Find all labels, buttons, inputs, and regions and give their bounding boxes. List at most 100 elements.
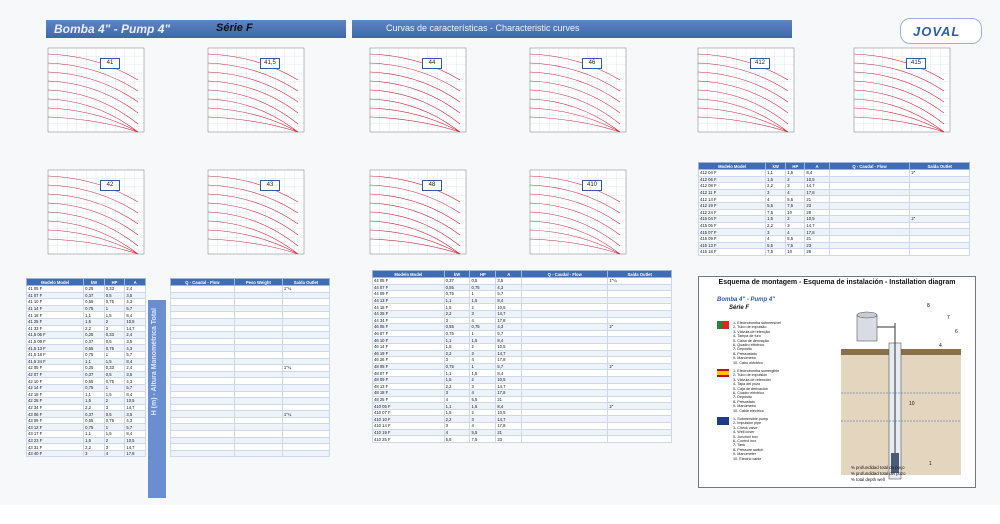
table-cell: 4: [469, 389, 497, 397]
table-cell: 10,5: [804, 215, 830, 223]
table-row: 44 18 F 1,5 2 10,5: [372, 303, 672, 311]
table-cell: 5,5: [785, 234, 806, 243]
col-kw: kW: [765, 162, 787, 170]
table-cell: 0,25: [83, 331, 105, 339]
svg-text:4: 4: [939, 343, 942, 349]
table-cell: 1,5: [103, 390, 126, 399]
legend-item: 3- Check valve: [733, 425, 758, 430]
table-cell: 0,75: [443, 362, 471, 371]
performance-curve: [207, 116, 299, 133]
legend-item: 10- Electric cable: [733, 456, 762, 461]
table-cell: 2: [469, 303, 497, 311]
table-cell: 4: [469, 422, 497, 430]
table-cell: [281, 416, 331, 425]
table-cell: [281, 317, 331, 326]
table-cell: [909, 201, 970, 210]
table-cell: 46 05 F: [372, 323, 445, 331]
table-cell: 4,3: [124, 344, 146, 352]
table-cell: 1: [103, 423, 126, 432]
performance-curve: [369, 62, 461, 92]
table-cell: 410 10 F: [372, 415, 445, 424]
table-cell: 0,55: [83, 298, 105, 306]
legend-en: 1- Submersible pump 2- Impulsion pipe 3- C…: [717, 417, 837, 461]
table-row: [170, 350, 331, 359]
flow-table-left: Q - Caudal - Flow Peso Weight Saída Outlet…: [170, 278, 331, 458]
table-cell: 1,5: [469, 336, 497, 344]
table-cell: 415 09 F: [697, 234, 767, 243]
table-cell: 42 07 F: [25, 370, 85, 379]
legend-item: 1- Submersible pump: [733, 417, 769, 421]
table-cell: [233, 390, 283, 399]
table-cell: [281, 350, 331, 359]
legend-item: 2- Impulsion pipe: [733, 421, 762, 426]
table-cell: 7,5: [469, 435, 497, 443]
table-cell: 1,5: [785, 169, 806, 177]
table-cell: 8,4: [495, 336, 523, 344]
table-cell: 4,3: [124, 416, 146, 425]
table-cell: 0,75: [103, 344, 126, 352]
table-row: 48 09 F 1,5 2 10,5: [372, 375, 672, 384]
table-cell: 5,7: [124, 304, 146, 313]
footnote-es: % profundidad total del pozo: [851, 471, 906, 476]
table-cell: 23: [804, 241, 830, 250]
table-cell: 21: [495, 428, 523, 437]
table-row: 41 33 F 2,2 3 14,7: [25, 324, 146, 333]
table-row: 46 10 F 1,1 1,5 8,4: [372, 336, 672, 344]
table-cell: 8,4: [495, 369, 523, 377]
performance-curve: [207, 238, 299, 255]
table-cell: [170, 377, 235, 385]
table-cell: [909, 234, 970, 243]
table-cell: 0,55: [83, 344, 105, 352]
legend-item: 8- Presostato: [733, 399, 755, 404]
table-cell: 1,1: [83, 311, 105, 319]
table-cell: 14,7: [495, 382, 523, 391]
performance-curve: [207, 107, 299, 133]
legend-item: 4- Tapa del pozo: [733, 382, 761, 387]
table-cell: 48 09 F: [372, 375, 445, 384]
table-cell: [233, 383, 283, 392]
table-cell: 8,4: [124, 311, 146, 319]
page-bottom-margin: [0, 505, 1000, 524]
table-cell: 0,75: [83, 423, 105, 432]
table-cell: 42 05 F: [25, 364, 85, 372]
table-row: 48 18 F 3 4 17,8: [372, 389, 672, 397]
table-cell: 2,2: [443, 382, 471, 391]
table-cell: 415 04 F: [697, 215, 767, 223]
table-cell: 410 14 F: [372, 422, 445, 430]
table-row: 412 06 F 1,5 2 10,5: [697, 175, 970, 184]
table-cell: 0,75: [443, 329, 471, 338]
col-outlet: Saída Outlet: [909, 162, 970, 170]
table-cell: 43 23 F: [25, 436, 85, 445]
table-cell: 0,37: [83, 410, 105, 418]
performance-curve: [529, 53, 621, 81]
table-cell: 23: [495, 435, 523, 443]
table-cell: [828, 234, 911, 243]
table-cell: [828, 248, 911, 256]
table-row: 410 05 F 1,1 1,5 8,4 2": [372, 402, 672, 410]
table-cell: [170, 357, 235, 366]
table-cell: 46 14 F: [372, 342, 445, 351]
table-row: 41,5 18 F 0,75 1 5,7: [25, 350, 146, 359]
table-cell: 41,5 24 F: [25, 357, 85, 366]
table-cell: [233, 370, 283, 379]
table-cell: [607, 415, 672, 424]
table-cell: 8,4: [495, 296, 523, 305]
performance-curve: [207, 89, 299, 125]
table-cell: 17,8: [495, 356, 523, 364]
table-row: 43 06 F 0,37 0,5 3,5: [25, 410, 146, 418]
col-kw: kW: [83, 278, 105, 286]
table-row: 42 05 F 0,25 0,33 2,4: [25, 364, 146, 372]
table-cell: [170, 436, 235, 445]
table-cell: [233, 423, 283, 432]
table-cell: [233, 350, 283, 359]
table-cell: 23: [804, 201, 830, 210]
table-row: [170, 390, 331, 399]
table-cell: [607, 303, 672, 311]
table-cell: 1,5: [469, 296, 497, 305]
chart-46: 46: [522, 44, 630, 144]
table-cell: 48 13 F: [372, 382, 445, 391]
performance-curve: [529, 184, 621, 214]
table-row: [170, 377, 331, 385]
table-cell: [607, 389, 672, 397]
table-cell: 4,3: [124, 377, 146, 385]
